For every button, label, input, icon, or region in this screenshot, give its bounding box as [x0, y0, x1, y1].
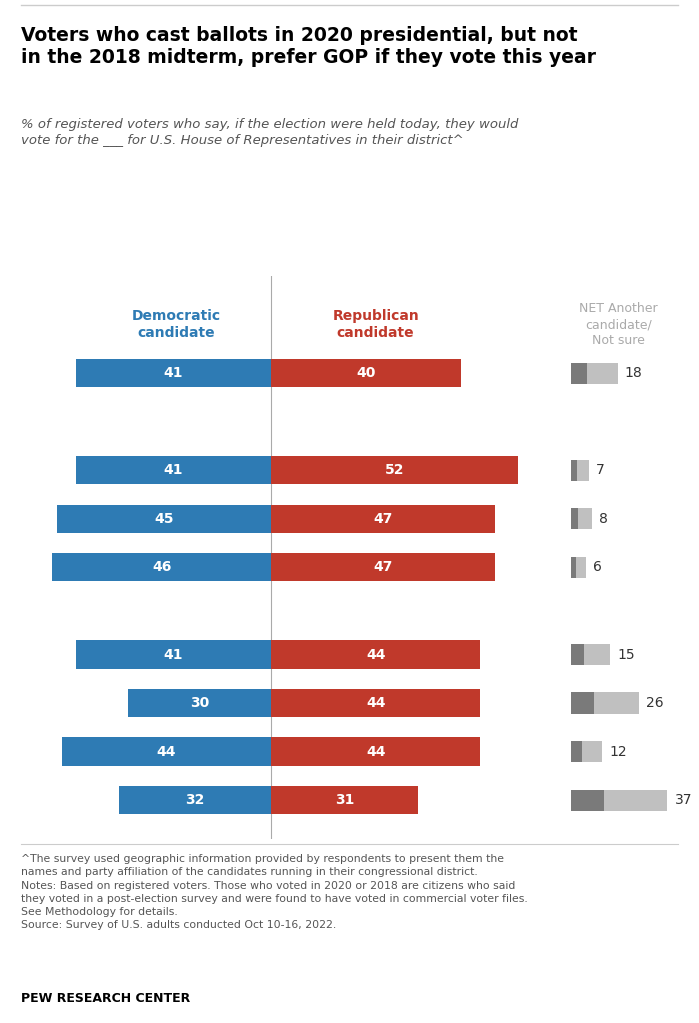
Text: 44: 44: [157, 745, 176, 758]
Text: Republican
candidate: Republican candidate: [332, 309, 419, 341]
Text: Democratic
candidate: Democratic candidate: [131, 309, 220, 341]
Text: 52: 52: [385, 463, 405, 477]
Text: % of registered voters who say, if the election were held today, they would
vote: % of registered voters who say, if the e…: [21, 118, 519, 146]
Text: 45: 45: [154, 512, 174, 526]
Text: 40: 40: [356, 366, 376, 381]
Bar: [129, 688, 271, 717]
Bar: [570, 790, 605, 810]
Bar: [76, 359, 271, 388]
Text: Voters who cast ballots in 2020 presidential, but not
in the 2018 midterm, prefe: Voters who cast ballots in 2020 presiden…: [21, 26, 596, 66]
Text: 47: 47: [373, 512, 392, 526]
Bar: [62, 738, 271, 765]
Text: NET Another
candidate/
Not sure: NET Another candidate/ Not sure: [579, 302, 658, 347]
Text: 7: 7: [596, 463, 605, 477]
Bar: [570, 644, 584, 665]
Bar: [582, 741, 602, 762]
Bar: [570, 557, 576, 578]
Bar: [57, 504, 271, 533]
Text: 15: 15: [617, 648, 635, 662]
Text: 41: 41: [164, 648, 183, 662]
Bar: [578, 508, 591, 529]
Bar: [271, 738, 480, 765]
Text: 6: 6: [593, 561, 603, 574]
Bar: [271, 553, 494, 581]
Text: PEW RESEARCH CENTER: PEW RESEARCH CENTER: [21, 992, 190, 1006]
Text: 41: 41: [164, 366, 183, 381]
Text: 31: 31: [335, 793, 354, 807]
Bar: [271, 786, 419, 814]
Text: ^The survey used geographic information provided by respondents to present them : ^The survey used geographic information …: [21, 854, 528, 930]
Bar: [594, 693, 639, 714]
Text: 41: 41: [164, 463, 183, 477]
Bar: [570, 508, 578, 529]
Bar: [76, 640, 271, 669]
Text: 12: 12: [609, 745, 627, 758]
Text: 44: 44: [366, 648, 385, 662]
Bar: [605, 790, 668, 810]
Bar: [577, 459, 589, 481]
Bar: [587, 363, 618, 384]
Bar: [271, 359, 461, 388]
Text: 8: 8: [598, 512, 607, 526]
Text: 46: 46: [152, 561, 171, 574]
Bar: [570, 693, 594, 714]
Text: 30: 30: [190, 696, 209, 710]
Bar: [76, 456, 271, 484]
Text: 44: 44: [366, 696, 385, 710]
Bar: [584, 644, 610, 665]
Text: 37: 37: [675, 793, 692, 807]
Text: 32: 32: [185, 793, 205, 807]
Text: 44: 44: [366, 745, 385, 758]
Bar: [570, 741, 582, 762]
Bar: [52, 553, 271, 581]
Text: 26: 26: [646, 696, 663, 710]
Bar: [570, 459, 577, 481]
Bar: [570, 363, 587, 384]
Text: 47: 47: [373, 561, 392, 574]
Text: 18: 18: [625, 366, 642, 381]
Bar: [271, 688, 480, 717]
Bar: [271, 640, 480, 669]
Bar: [576, 557, 586, 578]
Bar: [119, 786, 271, 814]
Bar: [271, 456, 518, 484]
Bar: [271, 504, 494, 533]
